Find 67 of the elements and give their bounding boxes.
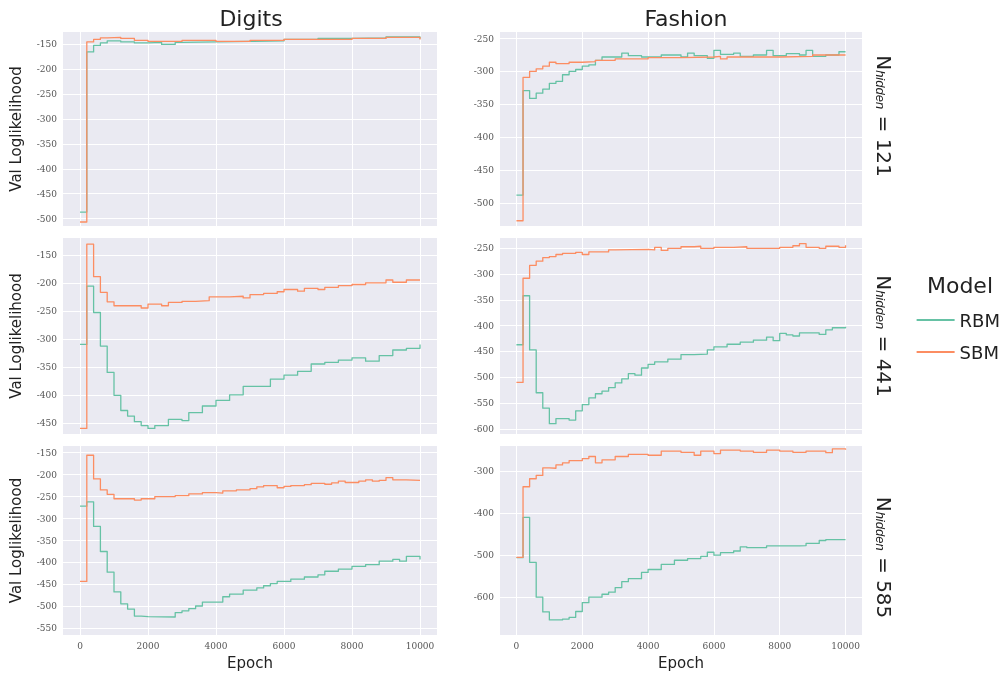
y-tick-label: -150	[36, 249, 58, 260]
y-tick-label: -300	[473, 466, 495, 477]
y-axis-title: Val Loglikelihood	[6, 477, 25, 604]
chart-title: Fashion	[644, 5, 728, 31]
y-tick-label: -200	[36, 469, 58, 480]
y-tick-label: -250	[473, 243, 495, 254]
y-tick-label: -500	[36, 213, 58, 224]
y-axis-title: Val Loglikelihood	[6, 273, 25, 399]
y-axis-title: Val Loglikelihood	[6, 66, 25, 192]
y-tick-label: -250	[473, 33, 495, 44]
y-tick-label: -500	[36, 601, 58, 612]
legend-label: SBM	[959, 341, 999, 363]
x-tick-label: 6000	[272, 640, 296, 651]
y-tick-label: -250	[36, 491, 58, 502]
y-tick-label: -300	[36, 513, 58, 524]
y-tick-label: -300	[473, 269, 495, 280]
y-tick-label: -350	[36, 138, 58, 149]
x-tick-label: 4000	[204, 640, 228, 651]
y-tick-label: -500	[473, 372, 495, 383]
y-tick-label: -350	[36, 361, 58, 372]
y2-axis-title: Nhidden = 441	[872, 275, 896, 397]
y-tick-label: -400	[473, 508, 495, 519]
y-tick-label: -600	[473, 592, 495, 603]
y-tick-label: -550	[36, 623, 58, 634]
y-tick-label: -500	[473, 550, 495, 561]
y-tick-label: -500	[473, 197, 495, 208]
y-tick-label: -200	[36, 277, 58, 288]
y-tick-label: -350	[473, 294, 495, 305]
y-tick-label: -150	[36, 447, 58, 458]
y-tick-label: -300	[36, 333, 58, 344]
x-tick-label: 10000	[831, 640, 861, 651]
y-tick-label: -350	[36, 535, 58, 546]
y2-axis-title: Nhidden = 121	[872, 55, 896, 177]
y-tick-label: -200	[36, 64, 58, 75]
y-tick-label: -450	[473, 165, 495, 176]
y-tick-label: -450	[36, 188, 58, 199]
y-tick-label: -250	[36, 89, 58, 100]
y-tick-label: -150	[36, 39, 58, 50]
y-tick-label: -450	[473, 346, 495, 357]
x-tick-label: 2000	[570, 640, 594, 651]
y-tick-label: -400	[473, 320, 495, 331]
y-tick-label: -600	[473, 423, 495, 434]
x-tick-label: 6000	[702, 640, 726, 651]
legend-title: Model	[926, 272, 994, 298]
y-tick-label: -400	[36, 389, 58, 400]
legend-label: RBM	[959, 309, 1000, 331]
x-tick-label: 4000	[636, 640, 660, 651]
x-tick-label: 0	[513, 640, 520, 651]
x-tick-label: 2000	[136, 640, 160, 651]
x-tick-label: 0	[77, 640, 84, 651]
y2-axis-title: Nhidden = 585	[872, 496, 896, 619]
y-tick-label: -250	[36, 305, 58, 316]
y-tick-label: -400	[473, 132, 495, 143]
y-tick-label: -300	[473, 66, 495, 77]
x-tick-label: 8000	[340, 640, 364, 651]
y-tick-label: -350	[473, 99, 495, 110]
y-tick-label: -400	[36, 557, 58, 568]
y-tick-label: -450	[36, 579, 58, 590]
y-tick-label: -450	[36, 417, 58, 428]
y-tick-label: -300	[36, 114, 58, 125]
x-axis-title: Epoch	[227, 653, 273, 672]
x-tick-label: 8000	[768, 640, 792, 651]
y-tick-label: -400	[36, 163, 58, 174]
y-tick-label: -550	[473, 398, 495, 409]
chart-title: Digits	[219, 5, 283, 31]
x-axis-title: Epoch	[658, 653, 704, 672]
x-tick-label: 10000	[405, 640, 435, 651]
